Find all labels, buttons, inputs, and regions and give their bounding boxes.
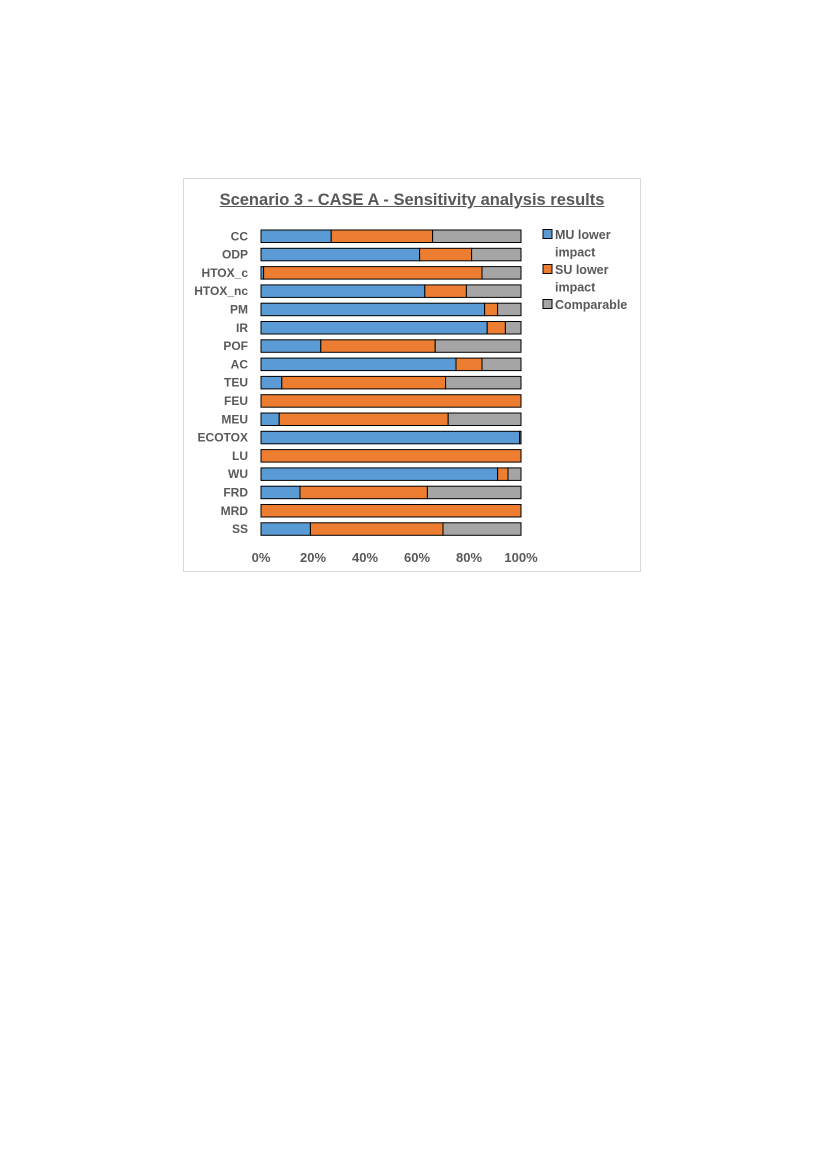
bar-cc-series-1 <box>260 229 332 243</box>
x-tick-label: 20% <box>300 550 326 565</box>
bar-ss-series-3 <box>442 522 522 536</box>
bar-htox-nc-series-3 <box>465 284 522 298</box>
bar-wu-series-2 <box>497 467 509 481</box>
bar-frd-series-3 <box>426 485 522 500</box>
chart-container: Scenario 3 - CASE A - Sensitivity analys… <box>183 178 641 572</box>
bar-ss-series-1 <box>260 522 311 536</box>
legend-swatch <box>542 264 553 274</box>
legend: MU lower impact SU lower impact Comparable <box>542 228 627 312</box>
bar-htox-c-series-3 <box>481 266 522 280</box>
category-label: MRD <box>221 504 249 518</box>
x-tick-label: 40% <box>352 550 378 565</box>
bar-mrd-series-2 <box>260 504 522 518</box>
x-tick-labels: 0% 20% 40% 60% 80% 100% <box>252 550 538 565</box>
legend-label: Comparable <box>555 298 627 312</box>
bar-ss-series-2 <box>309 522 444 536</box>
bar-ac-series-1 <box>260 357 457 372</box>
category-label: IR <box>236 321 248 335</box>
category-label: AC <box>231 357 249 371</box>
category-labels: CC ODP HTOX_c HTOX_nc PM IR POF AC TEU FEU MEU ECOT… <box>194 229 248 536</box>
bar-frd-series-2 <box>299 485 428 500</box>
bar-teu-series-2 <box>281 375 447 390</box>
x-tick-label: 60% <box>404 550 430 565</box>
bar-meu-series-1 <box>260 412 280 426</box>
bar-teu-series-1 <box>260 375 283 390</box>
bar-pm-series-2 <box>484 302 499 317</box>
category-label: LU <box>232 449 248 463</box>
bar-ecotox-series-1 <box>260 430 521 445</box>
category-label: SS <box>232 522 248 536</box>
legend-label: impact <box>555 281 596 295</box>
bar-frd-series-1 <box>260 485 301 500</box>
category-label: ECOTOX <box>198 431 248 445</box>
category-label: HTOX_c <box>202 266 249 280</box>
bar-teu-series-3 <box>445 375 522 390</box>
category-label: POF <box>223 339 248 353</box>
bar-lu-series-2 <box>260 449 522 463</box>
bar-htox-c-series-2 <box>263 266 483 280</box>
bar-wu-series-1 <box>260 467 499 481</box>
category-label: WU <box>228 467 248 481</box>
bar-ac-series-3 <box>481 357 522 372</box>
category-label: TEU <box>224 376 248 390</box>
legend-swatch <box>542 299 553 309</box>
bar-pof-series-1 <box>260 339 322 353</box>
bar-htox-nc-series-1 <box>260 284 426 298</box>
category-label: FRD <box>223 485 248 499</box>
bar-odp-series-1 <box>260 247 421 262</box>
bar-pof-series-2 <box>320 339 436 353</box>
bar-pm-series-1 <box>260 302 486 317</box>
bar-ac-series-2 <box>455 357 483 372</box>
x-tick-label: 100% <box>504 550 538 565</box>
chart-title: Scenario 3 - CASE A - Sensitivity analys… <box>219 191 605 209</box>
bars-layer <box>260 229 522 536</box>
legend-swatch <box>542 229 553 239</box>
bar-meu-series-2 <box>278 412 449 426</box>
chart-plot: CC ODP HTOX_c HTOX_nc PM IR POF AC TEU FEU MEU ECOT… <box>194 228 627 565</box>
legend-label: SU lower <box>555 263 609 277</box>
bar-cc-series-3 <box>432 229 522 243</box>
legend-label: MU lower <box>555 228 611 242</box>
legend-label: impact <box>555 246 596 260</box>
bar-feu-series-2 <box>260 394 522 408</box>
bar-pm-series-3 <box>497 302 522 317</box>
bar-pof-series-3 <box>434 339 522 353</box>
x-tick-label: 0% <box>252 550 271 565</box>
bar-htox-nc-series-2 <box>424 284 467 298</box>
bar-odp-series-2 <box>419 247 473 262</box>
category-label: HTOX_nc <box>194 284 248 298</box>
bar-ir-series-3 <box>504 321 522 335</box>
bar-cc-series-2 <box>330 229 434 243</box>
category-label: PM <box>230 302 248 316</box>
category-label: MEU <box>221 412 248 426</box>
bar-ir-series-2 <box>486 321 506 335</box>
x-tick-label: 80% <box>456 550 482 565</box>
bar-ir-series-1 <box>260 321 488 335</box>
category-label: CC <box>231 229 249 243</box>
bar-meu-series-3 <box>447 412 522 426</box>
bar-wu-series-3 <box>507 467 522 481</box>
category-label: ODP <box>222 248 248 262</box>
bar-odp-series-3 <box>471 247 522 262</box>
bar-ecotox-series-3 <box>519 430 522 445</box>
category-label: FEU <box>224 394 248 408</box>
